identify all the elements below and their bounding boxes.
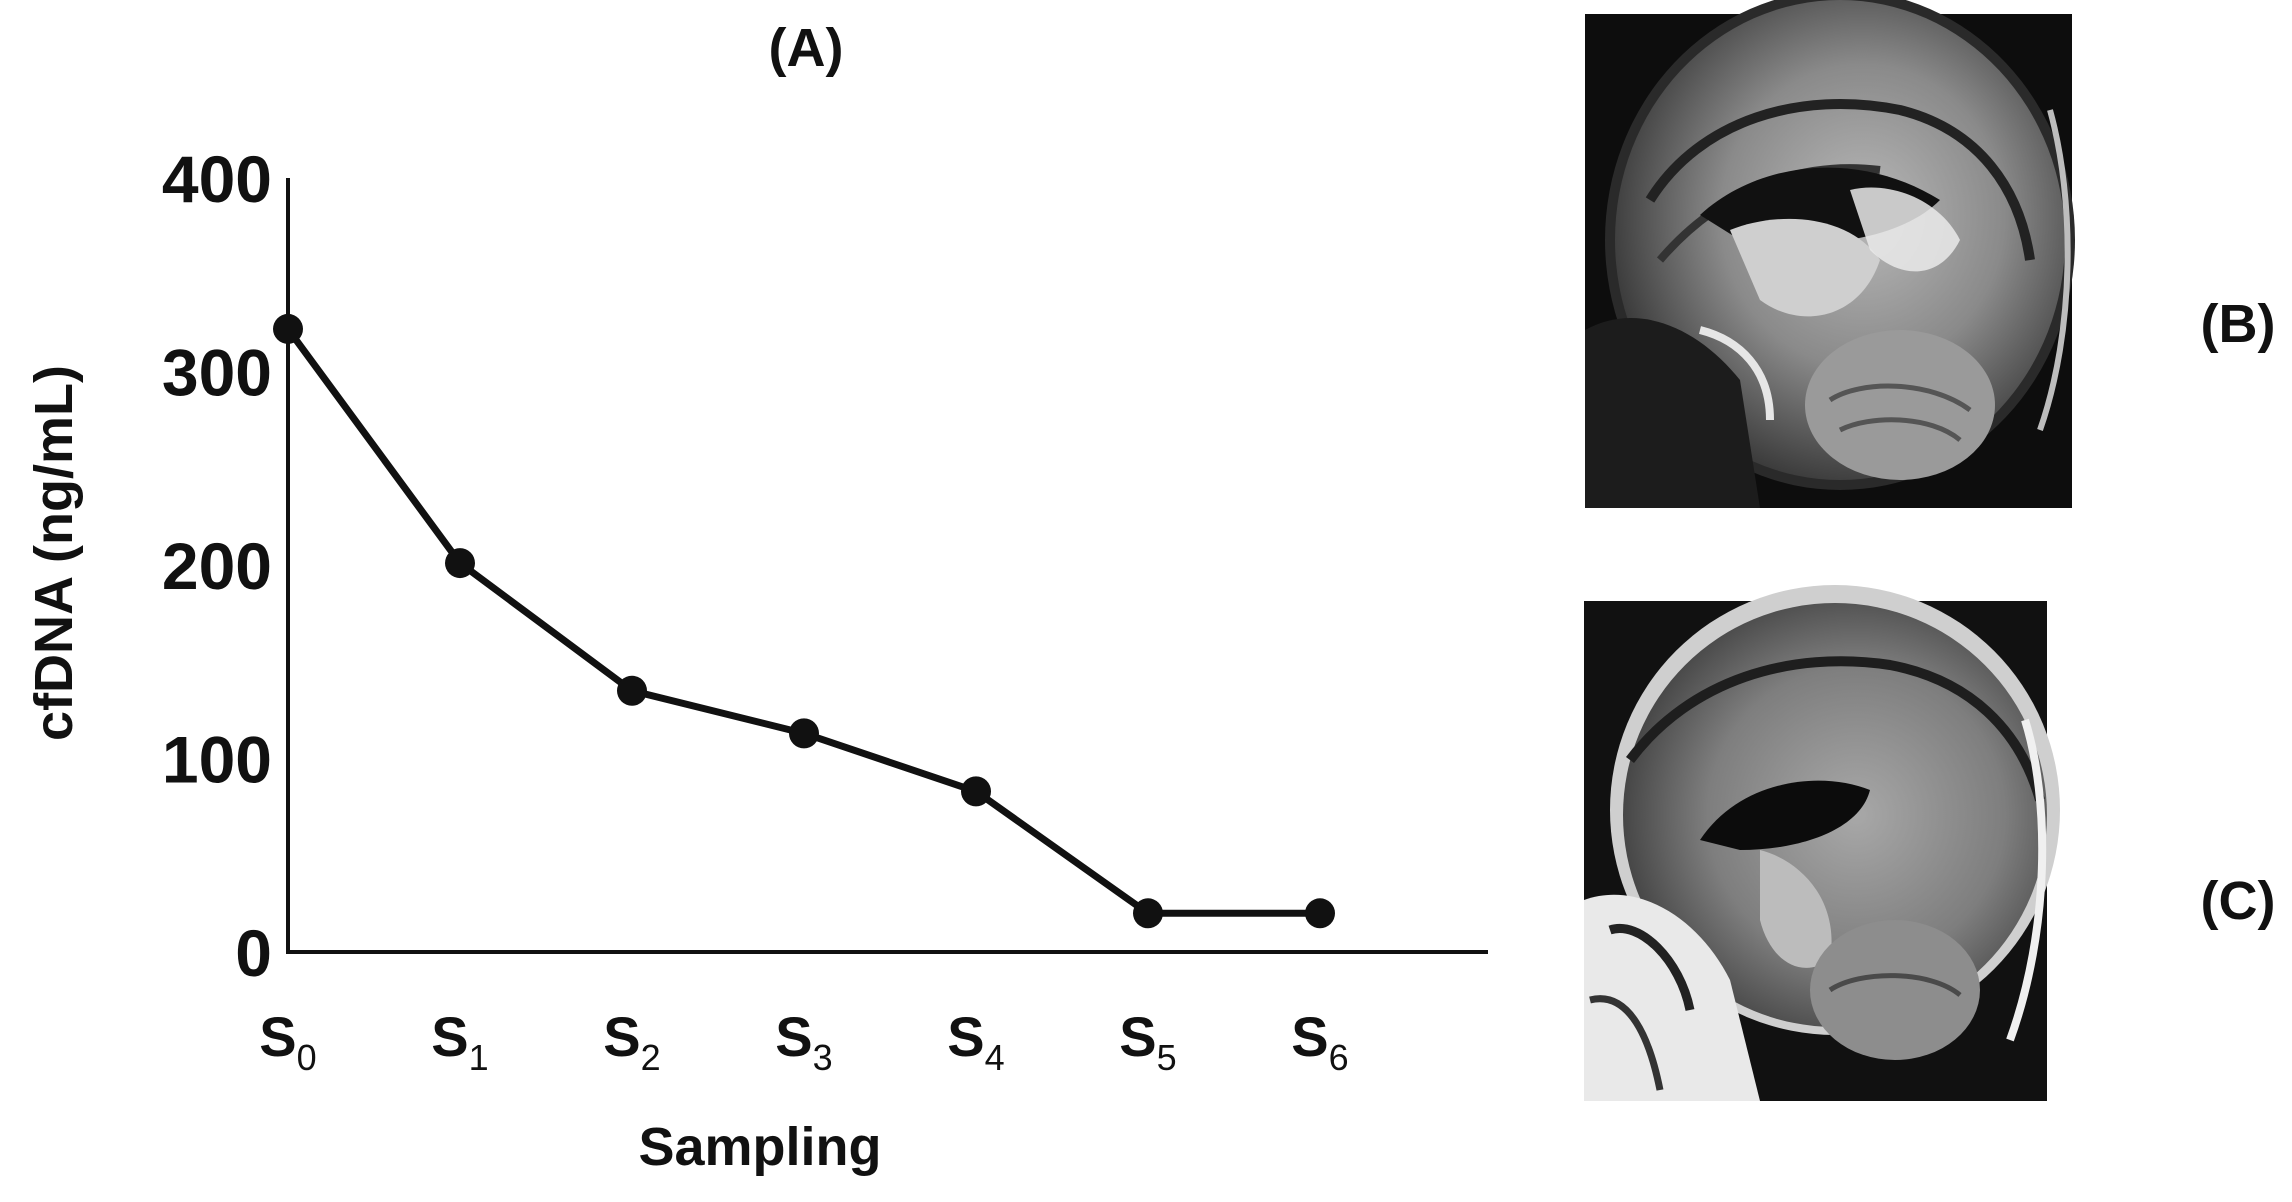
panel-label-b: (B)	[2201, 294, 2276, 354]
y-tick-label: 0	[235, 916, 272, 990]
data-point	[273, 313, 303, 344]
panel-label-c: (C)	[2201, 871, 2276, 931]
x-tick-label: S3	[775, 1005, 832, 1078]
x-tick-label: S6	[1291, 1005, 1348, 1078]
x-tick-subscript: 3	[813, 1037, 833, 1078]
x-tick-label: S2	[603, 1005, 660, 1078]
data-point	[961, 776, 991, 807]
x-tick-label: S0	[259, 1005, 316, 1078]
x-tick-subscript: 2	[641, 1037, 661, 1078]
x-tick-base: S	[1119, 1005, 1156, 1068]
x-tick-subscript: 1	[469, 1037, 489, 1078]
data-point	[1305, 898, 1335, 929]
x-tick-subscript: 6	[1329, 1037, 1349, 1078]
mri-image-b	[1585, 0, 2075, 508]
y-tick-label: 300	[162, 336, 272, 410]
y-tick-label: 400	[162, 142, 272, 216]
x-tick-subscript: 5	[1157, 1037, 1177, 1078]
data-point	[617, 675, 647, 706]
y-tick-label: 100	[162, 723, 272, 797]
x-tick-base: S	[603, 1005, 640, 1068]
x-axis-title: Sampling	[638, 1117, 881, 1177]
x-axis-ticks: S0 S1 S2 S3 S4 S5 S6	[259, 1005, 1348, 1078]
x-tick-base: S	[259, 1005, 296, 1068]
x-tick-base: S	[947, 1005, 984, 1068]
x-tick-subscript: 0	[297, 1037, 317, 1078]
y-axis-ticks: 0 100 200 300 400	[162, 142, 272, 990]
chart-title: (A)	[769, 18, 844, 78]
x-tick-base: S	[431, 1005, 468, 1068]
y-axis-title: cfDNA (ng/mL)	[24, 365, 84, 741]
x-tick-label: S5	[1119, 1005, 1176, 1078]
x-tick-label: S4	[947, 1005, 1004, 1078]
series-points	[273, 313, 1335, 929]
data-point	[1133, 898, 1163, 929]
x-tick-label: S1	[431, 1005, 488, 1078]
x-tick-subscript: 4	[985, 1037, 1005, 1078]
data-point	[445, 548, 475, 579]
series-line	[285, 326, 1320, 917]
y-tick-label: 200	[162, 529, 272, 603]
mri-image-c	[1584, 585, 2060, 1101]
x-tick-base: S	[1291, 1005, 1328, 1068]
x-tick-base: S	[775, 1005, 812, 1068]
data-point	[789, 718, 819, 749]
